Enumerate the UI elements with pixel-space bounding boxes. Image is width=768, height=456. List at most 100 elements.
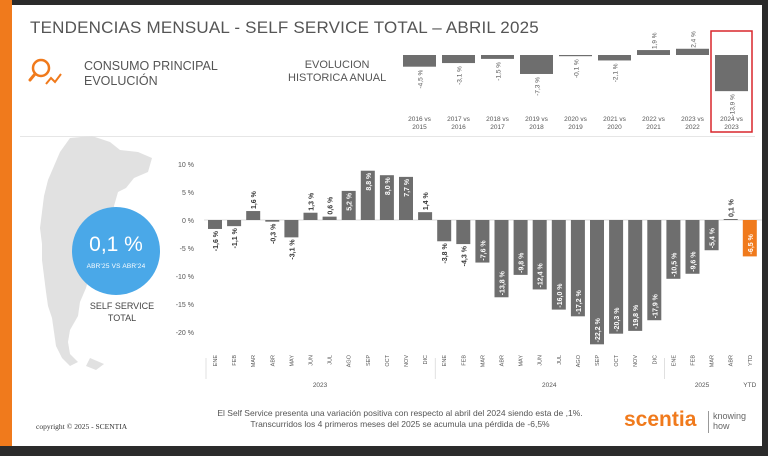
historic-cat-label-1-b: 2016 (451, 124, 466, 131)
historic-title-line-2: HISTORICA ANUAL (288, 72, 387, 84)
month-bar-14 (475, 220, 490, 263)
month-value-label-6: 0,6 % (328, 196, 335, 215)
month-bar-0 (208, 220, 222, 229)
month-value-label-19: -17,2 % (576, 289, 583, 314)
footer-note-line-1: El Self Service presenta una variación p… (217, 408, 583, 418)
kpi-circle: 0,1 % ABR'25 VS ABR'24 (72, 207, 160, 295)
historic-value-label-8: -13,9 % (730, 94, 737, 117)
left-accent-bar (0, 0, 12, 456)
month-bar-10 (399, 176, 413, 220)
month-tick-label-17: JUN (538, 355, 544, 366)
month-bar-20 (590, 220, 604, 345)
y-tick-label-2: 0 % (182, 218, 194, 225)
historic-highlight-box (710, 30, 753, 133)
kpi-label: SELF SERVICE TOTAL (80, 300, 164, 324)
month-value-label-28: -6,5 % (748, 233, 755, 254)
month-tick-label-5: JUN (309, 355, 315, 366)
month-tick-label-18: JUL (557, 355, 563, 365)
month-value-label-18: -16,0 % (557, 283, 564, 308)
month-tick-label-25: FEB (691, 355, 697, 366)
month-value-label-25: -9,6 % (691, 251, 698, 272)
month-bar-17 (532, 220, 547, 290)
historic-cat-label-5-b: 2020 (607, 124, 622, 131)
historic-title-line-1: EVOLUCION (304, 59, 370, 71)
magnifier-trend-icon (28, 58, 62, 85)
page-title: TENDENCIAS MENSUAL - SELF SERVICE TOTAL … (30, 18, 539, 37)
month-tick-label-28: YTD (748, 355, 754, 366)
month-value-label-2: 1,6 % (251, 190, 258, 209)
month-value-label-1: -1,1 % (232, 227, 239, 248)
historic-cat-label-4-a: 2020 vs (564, 116, 588, 123)
historic-value-label-7: 2,4 % (691, 31, 698, 48)
month-value-label-0: -1,6 % (213, 230, 220, 251)
y-tick-label-6: -20 % (176, 330, 194, 337)
month-tick-label-4: MAY (289, 355, 295, 367)
historic-cat-label-6-a: 2022 vs (642, 116, 666, 123)
month-bar-25 (685, 220, 700, 274)
month-value-label-10: 7,7 % (404, 178, 411, 197)
year-group-label-1: 2024 (542, 382, 557, 389)
month-value-label-21: -20,3 % (614, 307, 621, 332)
month-value-label-8: 8,8 % (366, 172, 373, 191)
month-bar-4 (284, 220, 299, 238)
month-bar-8 (360, 170, 375, 220)
month-tick-label-10: NOV (404, 355, 410, 367)
subtitle-line-2: EVOLUCIÓN (84, 74, 158, 88)
historic-value-label-6: 1,9 % (652, 32, 659, 49)
month-value-label-24: -10,5 % (671, 252, 678, 277)
month-tick-label-24: ENE (671, 355, 677, 367)
historic-bar-2 (481, 55, 514, 59)
month-tick-label-1: FEB (232, 355, 238, 366)
month-bar-2 (246, 211, 261, 220)
month-value-label-9: 8,0 % (385, 176, 392, 195)
historic-cat-label-7-b: 2022 (685, 124, 700, 131)
month-value-label-11: 1,4 % (423, 191, 430, 210)
y-tick-label-1: 5 % (182, 190, 194, 197)
bottom-frame-bar (0, 446, 768, 456)
brand-tagline-line-1: knowing (713, 411, 747, 421)
footer-note-line-2: Transcurridos los 4 primeros meses del 2… (250, 419, 550, 429)
month-tick-label-2: MAR (251, 355, 257, 367)
month-tick-label-11: DIC (423, 355, 429, 365)
kpi-comparison: ABR'25 VS ABR'24 (86, 263, 146, 270)
month-bar-19 (570, 220, 585, 317)
historic-cat-label-1-a: 2017 vs (447, 116, 471, 123)
historic-bar-4 (559, 55, 592, 57)
historic-bar-1 (442, 55, 475, 64)
month-tick-label-7: AGO (347, 354, 353, 367)
month-bar-9 (379, 175, 394, 220)
section-subtitle: CONSUMO PRINCIPAL EVOLUCIÓN (84, 59, 218, 89)
y-tick-label-0: 10 % (178, 162, 194, 169)
y-tick-label-3: -5 % (180, 246, 194, 253)
month-tick-label-20: SEP (595, 355, 601, 366)
brand-tagline: knowing how (713, 411, 746, 431)
month-tick-label-27: ABR (729, 355, 735, 366)
historic-value-label-0: -4,5 % (418, 69, 425, 88)
top-frame-bar (0, 0, 768, 5)
historic-chart-title: EVOLUCION HISTORICA ANUAL (288, 59, 386, 85)
year-group-label-2: 2025 (695, 382, 710, 389)
month-tick-label-15: ABR (500, 355, 506, 366)
month-tick-label-9: OCT (385, 354, 391, 366)
month-bar-16 (513, 220, 528, 275)
month-bar-21 (609, 220, 624, 334)
historic-cat-label-2-b: 2017 (490, 124, 505, 131)
month-bar-12 (437, 220, 452, 242)
historic-cat-label-0-a: 2016 vs (408, 116, 432, 123)
right-frame-bar (762, 0, 768, 456)
historic-cat-label-4-b: 2019 (568, 124, 583, 131)
month-value-label-4: -3,1 % (289, 239, 296, 260)
month-tick-label-26: MAR (710, 355, 716, 367)
historic-bar-3 (520, 55, 553, 74)
historic-cat-label-8-b: 2023 (724, 124, 739, 131)
month-bar-18 (551, 220, 566, 310)
month-value-label-23: -17,9 % (652, 293, 659, 318)
y-tick-label-5: -15 % (176, 302, 194, 309)
historic-value-label-4: -0,1 % (574, 59, 581, 78)
month-tick-label-13: FEB (461, 355, 467, 366)
kpi-label-line-1: SELF SERVICE (89, 301, 155, 311)
month-bar-6 (322, 216, 337, 220)
historic-bar-8 (715, 55, 748, 92)
y-tick-label-4: -10 % (176, 274, 194, 281)
